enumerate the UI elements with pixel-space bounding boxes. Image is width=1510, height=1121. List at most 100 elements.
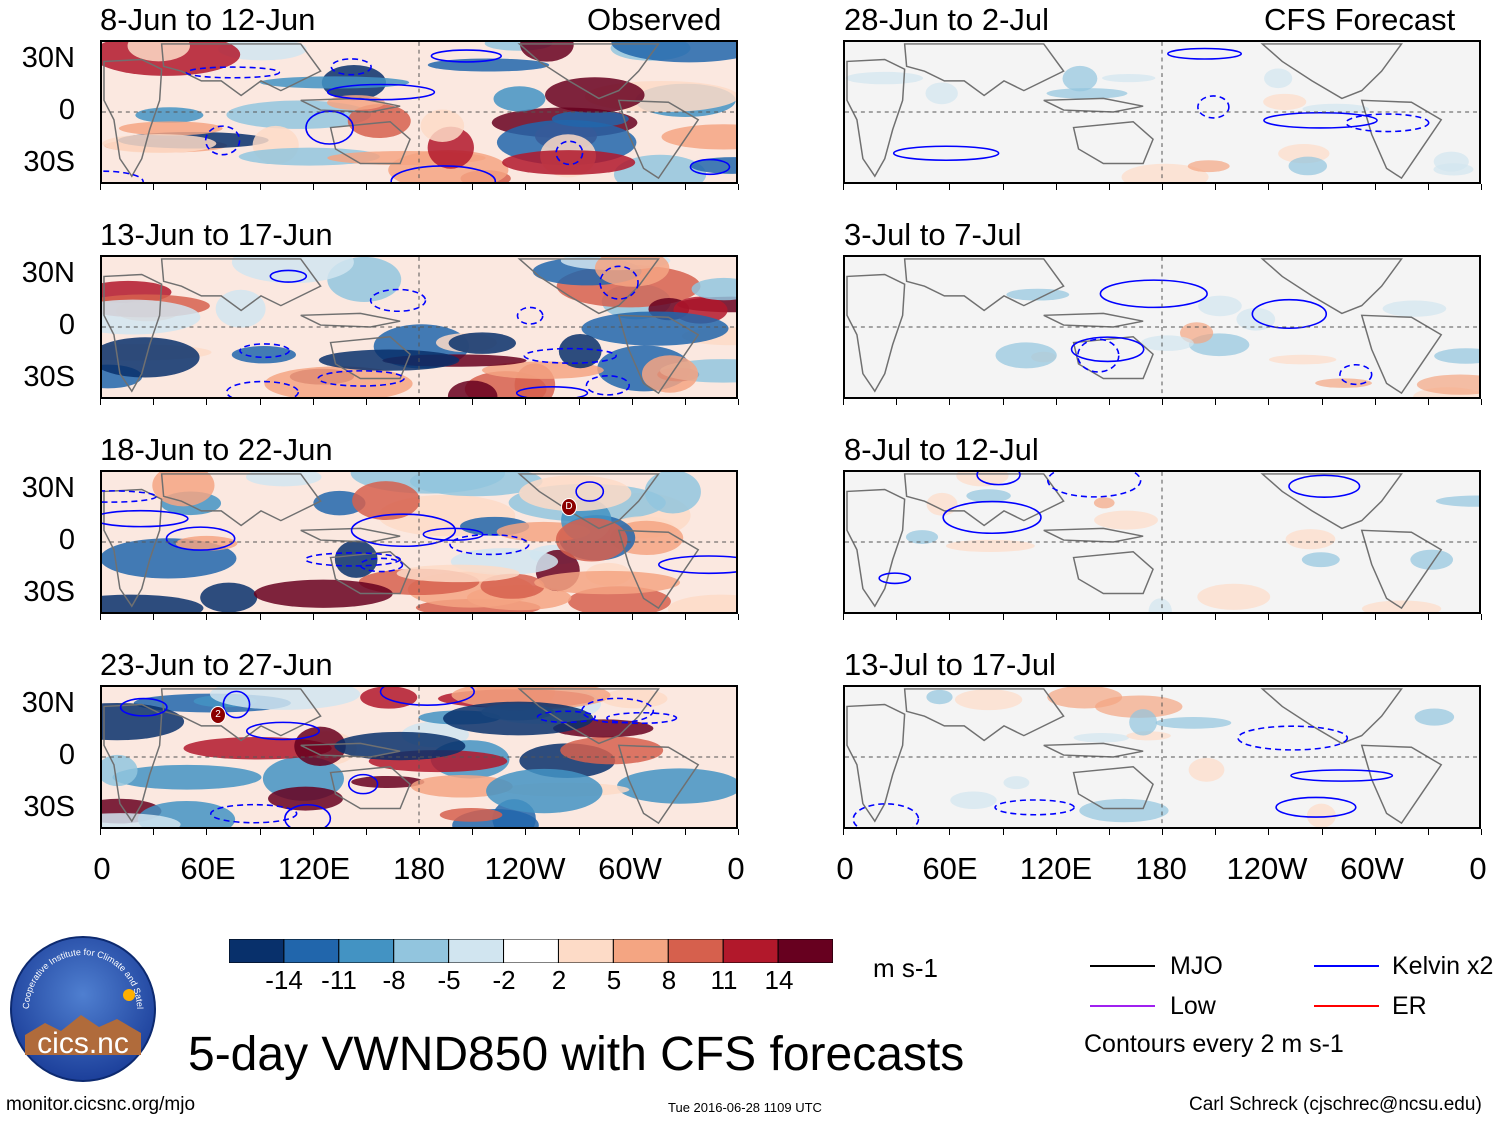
lon-label-120w: 120W [484, 851, 566, 886]
axis-tick [1427, 829, 1429, 835]
lon-label-0: 0 [93, 851, 111, 886]
coastline [903, 473, 1065, 527]
axis-tick [1374, 184, 1376, 190]
wind-anomaly-blob [351, 775, 425, 789]
axis-tick [472, 184, 474, 190]
coastline [1043, 97, 1144, 113]
axis-tick [153, 614, 155, 620]
lat-label-30n: 30N [21, 687, 75, 719]
wind-anomaly-blob [127, 42, 190, 62]
kelvin-contour [689, 158, 731, 176]
wind-anomaly-blob [1301, 552, 1340, 568]
wind-anomaly-blob [1047, 687, 1123, 709]
axis-tick [738, 399, 739, 405]
wind-anomaly-blob [102, 754, 138, 787]
lon-label-0: 0 [727, 851, 745, 886]
axis-tick [153, 829, 155, 835]
wind-anomaly-blob [534, 570, 681, 595]
wind-anomaly-blob [1062, 65, 1098, 92]
axis-tick [1427, 614, 1429, 620]
axis-tick [896, 614, 898, 620]
kelvin-contour [449, 533, 530, 556]
wind-anomaly-blob [995, 342, 1057, 369]
legend-label-er: ER [1392, 992, 1427, 1020]
wind-anomaly-blob [102, 813, 181, 827]
wind-anomaly-blob [617, 768, 736, 804]
logo-text: cics.nc [37, 1027, 129, 1060]
storm-marker: 2 [210, 706, 226, 724]
axis-tick [1268, 614, 1270, 620]
axis-tick [684, 399, 686, 405]
coastline [846, 58, 906, 178]
wind-anomaly-blob [102, 337, 200, 378]
colorbar-swatch [393, 938, 450, 964]
wind-anomaly-blob [1073, 732, 1130, 743]
axis-tick [1215, 399, 1217, 405]
wind-anomaly-blob [102, 134, 217, 154]
kelvin-contour [102, 509, 189, 528]
axis-tick [472, 829, 474, 835]
kelvin-contour [1047, 472, 1142, 498]
colorbar [228, 938, 834, 964]
kelvin-contour [379, 687, 475, 706]
axis-tick [1215, 829, 1217, 835]
kelvin-contour [225, 380, 300, 397]
axis-tick [684, 184, 686, 190]
kelvin-contour [1345, 113, 1430, 133]
wind-anomaly-blob [334, 540, 378, 578]
axis-tick [631, 614, 633, 620]
coastline [300, 312, 401, 328]
wind-anomaly-blob [1188, 757, 1225, 782]
lat-label-30n: 30N [21, 42, 75, 74]
axis-tick [419, 829, 420, 835]
forecast-label: CFS Forecast [1264, 2, 1456, 37]
coastline [160, 258, 322, 312]
wind-anomaly-blob [215, 289, 266, 328]
axis-tick [578, 829, 580, 835]
website-link[interactable]: monitor.cicsnc.org/mjo [6, 1094, 196, 1115]
kelvin-contour [606, 711, 678, 725]
kelvin-contour [210, 803, 298, 824]
coastline [1360, 99, 1443, 180]
kelvin-contour [422, 527, 484, 542]
axis-tick [1268, 399, 1270, 405]
wind-anomaly-blob [1121, 163, 1209, 182]
wind-anomaly-blob [519, 475, 632, 512]
axis-tick [365, 829, 367, 835]
main-title: 5-day VWND850 with CFS forecasts [188, 1028, 965, 1081]
panel-title-obs-1: 8-Jun to 12-Jun [100, 2, 316, 37]
axis-tick [738, 184, 739, 190]
wind-anomaly-blob [1306, 803, 1336, 827]
axis-tick [525, 614, 527, 620]
axis-tick [684, 614, 686, 620]
coastline [903, 258, 1065, 312]
colorbar-label: -11 [321, 965, 357, 995]
axis-tick [843, 184, 844, 190]
colorbar-swatch [338, 938, 395, 964]
kelvin-contour [892, 145, 1000, 162]
forecast-map-1 [843, 40, 1481, 184]
kelvin-contour [1237, 725, 1349, 751]
wind-anomaly-blob [601, 688, 668, 709]
lat-label-0: 0 [58, 94, 75, 126]
lat-label-0: 0 [58, 309, 75, 341]
wind-anomaly-blob [966, 489, 1011, 503]
wind-anomaly-blob [611, 42, 736, 63]
coastline [617, 314, 700, 395]
wind-anomaly-blob [268, 786, 343, 811]
axis-tick [631, 399, 633, 405]
wind-anomaly-blob [327, 95, 385, 111]
panel-title-fc-3: 8-Jul to 12-Jul [844, 432, 1039, 467]
lat-label-0: 0 [58, 739, 75, 771]
axis-tick [1002, 829, 1004, 835]
axis-tick [684, 829, 686, 835]
wind-anomaly-blob [1140, 335, 1194, 351]
forecast-map-2 [843, 255, 1481, 399]
axis-tick [312, 399, 314, 405]
wind-anomaly-blob [545, 77, 645, 113]
coastline [300, 527, 401, 543]
axis-tick [1055, 184, 1057, 190]
legend-label-low: Low [1170, 992, 1216, 1020]
axis-tick [1268, 829, 1270, 835]
axis-tick [1002, 399, 1004, 405]
